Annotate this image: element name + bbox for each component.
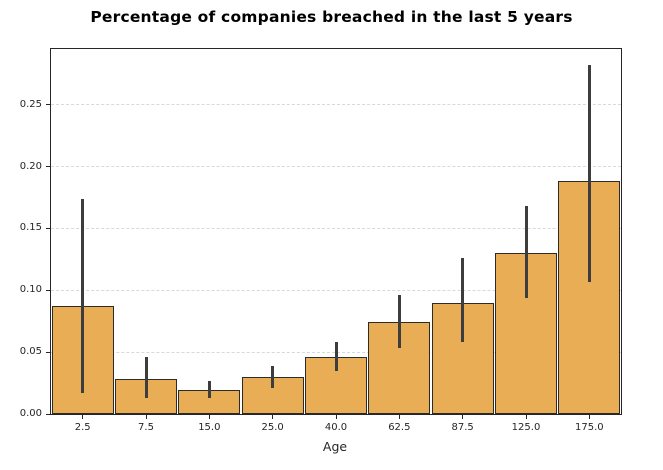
x-tick-mark <box>588 415 590 419</box>
gridline <box>51 227 621 229</box>
y-tick-label: 0.10 <box>19 284 42 296</box>
error-bar <box>334 342 338 371</box>
gridline <box>51 289 621 291</box>
x-tick-label: 40.0 <box>324 422 348 433</box>
gridline <box>51 166 621 168</box>
y-tick-mark <box>46 227 50 229</box>
x-tick-mark <box>462 415 464 419</box>
x-tick-label: 175.0 <box>575 422 604 433</box>
x-tick-mark <box>145 415 147 419</box>
y-tick-label: 0.25 <box>19 98 42 110</box>
error-bar <box>207 380 211 398</box>
plot-area <box>50 48 622 415</box>
error-bar <box>461 258 465 343</box>
x-tick-mark <box>272 415 274 419</box>
error-bar <box>524 206 528 298</box>
error-bar <box>81 198 85 393</box>
y-tick-mark <box>46 351 50 353</box>
y-tick-label: 0.05 <box>19 346 42 358</box>
x-tick-label: 125.0 <box>511 422 541 433</box>
y-tick-mark <box>46 289 50 291</box>
x-tick-mark <box>82 415 84 419</box>
x-axis-label: Age <box>322 439 348 454</box>
x-tick-label: 2.5 <box>74 422 91 433</box>
bar <box>368 322 431 414</box>
x-tick-mark <box>525 415 527 419</box>
error-bar <box>397 295 401 349</box>
y-tick-label: 0.00 <box>19 408 42 419</box>
y-tick-label: 0.20 <box>19 160 42 172</box>
x-tick-mark <box>208 415 210 419</box>
x-tick-mark <box>398 415 400 419</box>
x-tick-mark <box>335 415 337 419</box>
x-tick-label: 15.0 <box>198 422 221 433</box>
x-tick-label: 62.5 <box>388 422 411 433</box>
x-tick-label: 25.0 <box>261 422 284 433</box>
error-bar <box>271 365 275 388</box>
y-tick-mark <box>46 104 50 106</box>
gridline <box>51 104 621 106</box>
x-tick-label: 7.5 <box>138 422 154 433</box>
y-tick-mark <box>46 413 50 415</box>
error-bar <box>144 357 148 398</box>
error-bar <box>587 65 591 282</box>
y-tick-mark <box>46 166 50 168</box>
x-tick-label: 87.5 <box>451 422 474 433</box>
chart-title: Percentage of companies breached in the … <box>90 8 573 26</box>
y-tick-label: 0.15 <box>19 222 42 234</box>
